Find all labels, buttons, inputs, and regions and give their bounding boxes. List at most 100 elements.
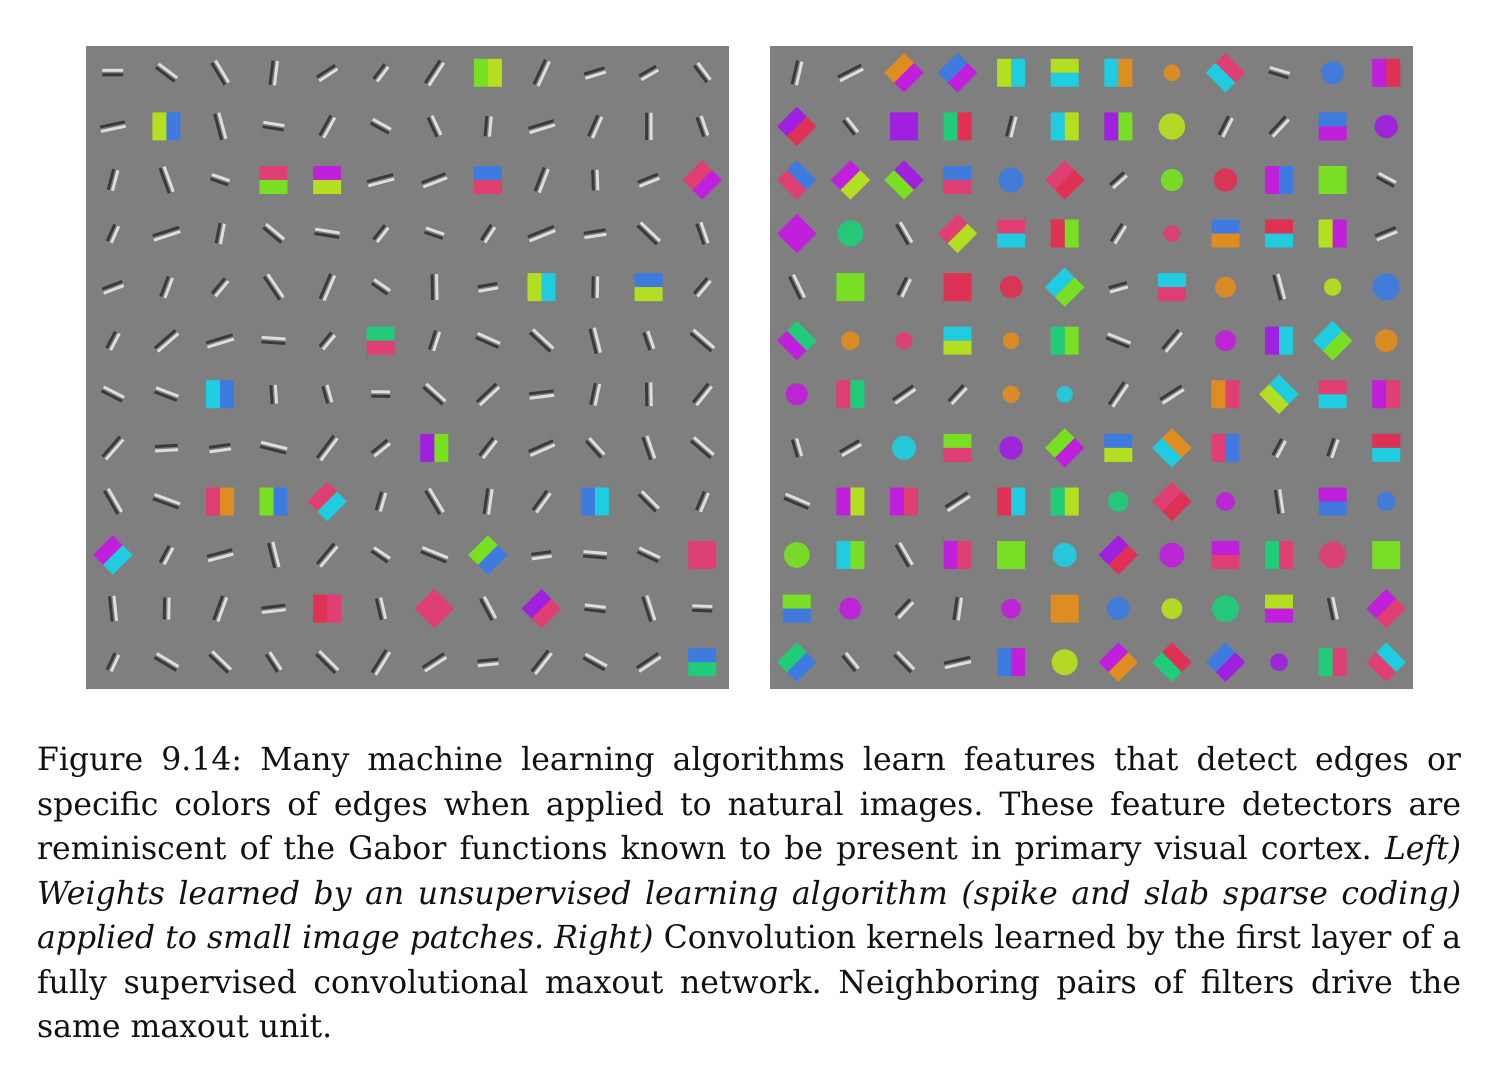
filter-patch: [259, 440, 288, 455]
filter-patch: [836, 380, 865, 409]
filter-patch: [790, 437, 804, 458]
filter-patch: [1050, 326, 1079, 355]
filter-patch: [838, 439, 863, 457]
filter-patch: [837, 63, 864, 83]
filter-patch: [943, 433, 972, 462]
filter-patch: [162, 597, 171, 620]
filter-patch: [468, 535, 508, 575]
filter-patch: [371, 390, 391, 398]
filter-patch: [1366, 588, 1406, 629]
filter-patch: [998, 167, 1024, 193]
filter-patch: [527, 273, 556, 302]
filter-patch: [421, 172, 448, 189]
filter-patch: [101, 279, 125, 295]
filter-patch: [1318, 487, 1347, 516]
filter-patch: [943, 655, 972, 670]
filter-patch: [106, 168, 120, 192]
filter-patch: [483, 115, 493, 137]
filter-patch: [1318, 380, 1347, 409]
filter-patch: [315, 542, 339, 568]
filter-patch: [1163, 225, 1181, 242]
filter-patch: [943, 273, 972, 302]
filter-patch: [894, 542, 914, 568]
filter-patch: [262, 120, 285, 132]
filter-patch: [634, 273, 663, 302]
filter-patch: [533, 166, 550, 194]
left-filter-panel: [86, 46, 729, 689]
filter-patch: [1259, 374, 1299, 415]
filter-patch: [1152, 481, 1192, 522]
filter-patch: [777, 160, 817, 200]
filter-patch: [152, 493, 181, 510]
filter-patch: [266, 541, 281, 569]
filter-patch: [644, 382, 653, 407]
caption-text-2: Convolution kernels learned by the first…: [37, 920, 1462, 1045]
filter-patch: [521, 588, 562, 629]
filter-patch: [1152, 642, 1192, 682]
filter-patch: [1001, 598, 1021, 619]
filter-patch: [890, 112, 918, 141]
filter-patch: [370, 546, 391, 564]
filter-patch: [1205, 642, 1246, 682]
filter-patch: [1108, 281, 1129, 294]
filter-patch: [208, 442, 232, 454]
filter-patch: [1372, 58, 1401, 87]
filter-patch: [1268, 115, 1290, 138]
filter-patch: [420, 546, 449, 564]
filter-patch: [841, 651, 860, 673]
filter-patch: [1104, 433, 1133, 462]
filter-patch: [205, 333, 235, 349]
filter-patch: [693, 62, 712, 84]
filter-patch: [422, 382, 447, 406]
filter-patch: [1161, 328, 1183, 353]
filter-patch: [366, 173, 395, 188]
filter-patch: [212, 595, 229, 622]
filter-patch: [1319, 541, 1346, 569]
filter-patch: [206, 487, 234, 516]
filter-patch: [997, 487, 1026, 516]
filter-patch: [262, 273, 285, 301]
filter-patch: [1372, 273, 1400, 301]
filter-patch: [269, 384, 279, 405]
filter-patch: [1374, 329, 1398, 353]
filter-patch: [836, 487, 865, 516]
filter-patch: [937, 53, 978, 93]
filter-patch: [692, 604, 713, 613]
filter-patch: [997, 541, 1026, 569]
filter-patch: [582, 652, 608, 672]
filter-patch: [532, 58, 551, 87]
filter-patch: [777, 106, 817, 147]
filter-patch: [636, 221, 662, 246]
filter-patch: [943, 326, 972, 355]
filter-patch: [530, 649, 553, 676]
filter-patch: [695, 221, 710, 246]
filter-patch: [374, 597, 388, 621]
filter-patch: [262, 222, 286, 244]
filter-patch: [689, 328, 716, 353]
filter-patch: [690, 436, 715, 460]
filter-patch: [1105, 332, 1132, 349]
filter-patch: [264, 651, 283, 673]
filter-patch: [153, 652, 180, 672]
filter-patch: [895, 332, 913, 350]
filter-patch: [366, 326, 395, 355]
filter-patch: [1265, 594, 1293, 623]
filter-patch: [1374, 226, 1398, 242]
filter-patch: [583, 228, 607, 240]
filter-patch: [374, 491, 388, 512]
filter-patch: [314, 227, 341, 239]
filter-patch: [1050, 487, 1079, 516]
filter-patch: [691, 382, 713, 407]
filter-patch: [688, 648, 717, 677]
filter-patch: [782, 594, 811, 623]
filter-patch: [997, 219, 1026, 248]
filter-patch: [475, 332, 501, 349]
filter-patch: [318, 273, 337, 302]
filter-patch: [641, 435, 657, 461]
caption-left-description: Left) Weights learned by an unsupervised…: [37, 831, 1462, 956]
filter-patch: [478, 436, 498, 460]
filter-patch: [1318, 112, 1347, 141]
filter-patch: [473, 166, 502, 194]
filter-patch: [790, 60, 804, 86]
filter-patch: [1271, 438, 1287, 459]
